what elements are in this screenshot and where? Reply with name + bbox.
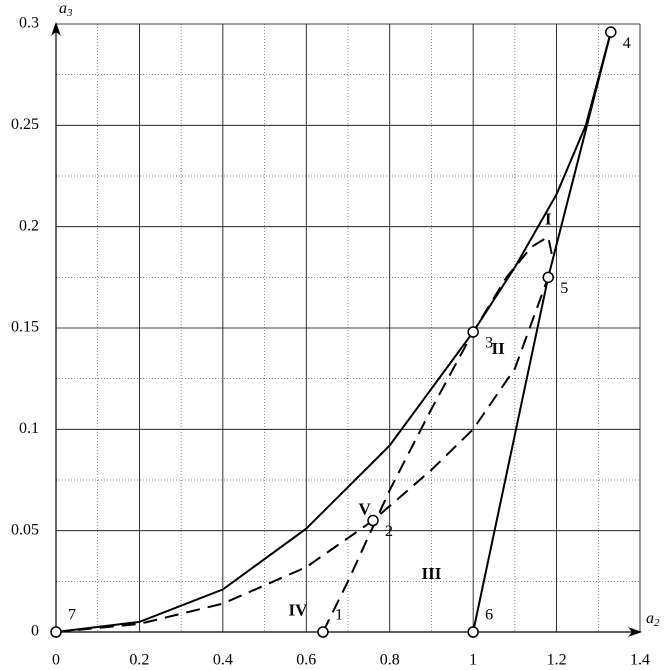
- y-tick-label: 0.25: [11, 116, 39, 133]
- point: [50, 626, 62, 638]
- region-label: III: [421, 564, 441, 583]
- point: [467, 626, 479, 638]
- curve: [472, 31, 612, 633]
- point-label: 2: [385, 523, 393, 540]
- x-tick-label: 0.4: [213, 652, 233, 669]
- point-label: 7: [68, 607, 76, 624]
- x-tick-label: 0.6: [296, 652, 316, 669]
- x-tick-label: 1.4: [630, 652, 650, 669]
- region-label: V: [359, 499, 372, 518]
- curve: [55, 31, 612, 633]
- region-label: II: [492, 339, 506, 358]
- point: [542, 271, 554, 284]
- point: [467, 326, 479, 338]
- x-axis-label: a2: [646, 610, 660, 629]
- x-tick-label: 1.2: [547, 652, 567, 669]
- y-axis-label-sub: 3: [66, 7, 73, 19]
- y-tick-label: 0.15: [11, 319, 39, 336]
- x-axis-label-base: a: [646, 610, 654, 627]
- x-tick-label: 1: [469, 652, 477, 669]
- point-label: 4: [623, 35, 631, 52]
- point-label: 3: [485, 335, 493, 352]
- region-label: I: [545, 209, 552, 228]
- x-axis-label-sub: 2: [654, 617, 660, 629]
- y-tick-label: 0.2: [19, 217, 39, 234]
- y-tick-label: 0.3: [19, 15, 39, 32]
- point-label: 1: [335, 607, 343, 624]
- x-tick-label: 0.8: [380, 652, 400, 669]
- y-tick-label: 0: [31, 623, 39, 640]
- point: [605, 26, 617, 38]
- region-label: IV: [288, 601, 308, 620]
- point: [367, 514, 379, 527]
- point-label: 5: [560, 280, 568, 297]
- point: [317, 626, 329, 638]
- y-tick-label: 0.05: [11, 521, 39, 538]
- y-axis-label: a3: [59, 0, 73, 19]
- y-axis-label-base: a: [59, 0, 67, 17]
- x-tick-label: 0.2: [129, 652, 149, 669]
- point-label: 6: [485, 607, 493, 624]
- x-tick-label: 0: [52, 652, 60, 669]
- y-tick-label: 0.1: [19, 420, 39, 437]
